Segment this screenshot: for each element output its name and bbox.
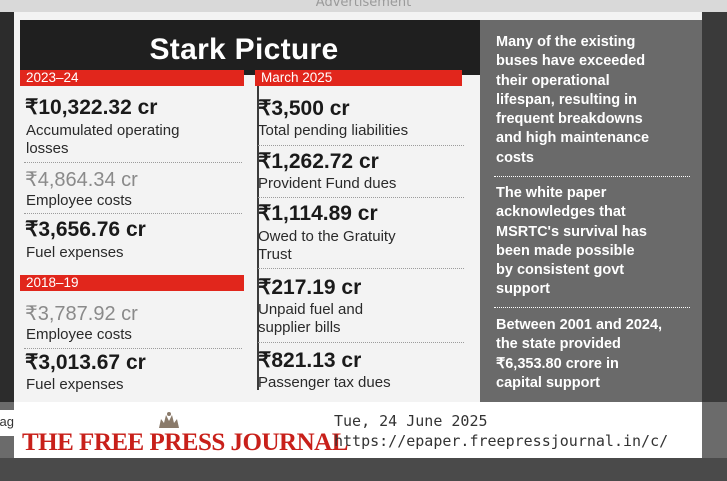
period-header-2018-19: 2018–19 (20, 275, 244, 291)
amount-accumulated-losses: ₹10,322.32 cr (25, 96, 158, 119)
separator (24, 213, 242, 214)
label-accumulated-losses-2: losses (26, 140, 69, 157)
label-provident-fund: Provident Fund dues (258, 175, 397, 192)
label-fuel-expenses-2023: Fuel expenses (26, 244, 124, 261)
separator (258, 145, 464, 146)
amount-fuel-expenses-2018: ₹3,013.67 cr (25, 351, 146, 374)
separator (258, 197, 464, 198)
infographic-card: Stark Picture 2023–24 ₹10,322.32 cr Accu… (14, 12, 702, 402)
newspaper-logo: THE FREE PRESS JOURNAL (22, 429, 348, 456)
title-bar: Stark Picture (20, 20, 480, 75)
amount-provident-fund: ₹1,262.72 cr (258, 150, 379, 173)
amount-employee-costs-2018: ₹3,787.92 cr (25, 303, 138, 325)
bottom-bar (0, 458, 727, 481)
label-gratuity-trust-1: Owed to the Gratuity (258, 228, 396, 245)
label-gratuity-trust-2: Trust (258, 246, 292, 263)
epaper-url-link[interactable]: https://epaper.freepressjournal.in/c/ (334, 432, 669, 450)
note-bus-lifespan: Many of the existing buses have exceeded… (496, 34, 650, 166)
note-white-paper: The white paper acknowledges that MSRTC'… (496, 185, 647, 298)
label-employee-costs-2023: Employee costs (26, 192, 132, 209)
amount-passenger-tax: ₹821.13 cr (258, 349, 362, 372)
separator (24, 162, 242, 163)
period-header-march-2025: March 2025 (255, 70, 462, 86)
separator (24, 348, 242, 349)
period-header-2023-24: 2023–24 (20, 70, 244, 86)
sidebar-separator (494, 176, 690, 177)
amount-pending-liabilities: ₹3,500 cr (258, 97, 350, 120)
label-pending-liabilities: Total pending liabilities (258, 122, 409, 139)
label-passenger-tax: Passenger tax dues (258, 374, 391, 391)
right-page-edge (702, 12, 727, 402)
footer: THE FREE PRESS JOURNAL Tue, 24 June 2025… (14, 402, 702, 458)
label-fuel-supplier-bills-2: supplier bills (258, 319, 341, 336)
separator (258, 268, 464, 269)
separator (258, 342, 464, 343)
label-fuel-expenses-2018: Fuel expenses (26, 376, 124, 393)
sidebar-separator (494, 307, 690, 308)
advertisement-label: Advertisement (315, 0, 412, 10)
amount-fuel-supplier-bills: ₹217.19 cr (258, 276, 362, 299)
column-divider (257, 72, 259, 390)
label-accumulated-losses-1: Accumulated operating (26, 122, 180, 139)
label-fuel-supplier-bills-1: Unpaid fuel and (258, 301, 364, 318)
amount-fuel-expenses-2023: ₹3,656.76 cr (25, 218, 146, 241)
label-employee-costs-2018: Employee costs (26, 326, 132, 343)
newspaper-emblem-icon (159, 412, 179, 428)
sidebar-notes: Many of the existing buses have exceeded… (480, 20, 702, 402)
edition-date: Tue, 24 June 2025 (334, 412, 488, 430)
previous-page-fragment: ag (0, 410, 14, 436)
left-page-edge (0, 12, 14, 402)
note-capital-support: Between 2001 and 2024, the state provide… (496, 317, 663, 391)
amount-gratuity-trust: ₹1,114.89 cr (258, 202, 378, 225)
infographic-title: Stark Picture (149, 33, 339, 66)
amount-employee-costs-2023: ₹4,864.34 cr (25, 169, 138, 191)
top-strip (0, 0, 727, 12)
